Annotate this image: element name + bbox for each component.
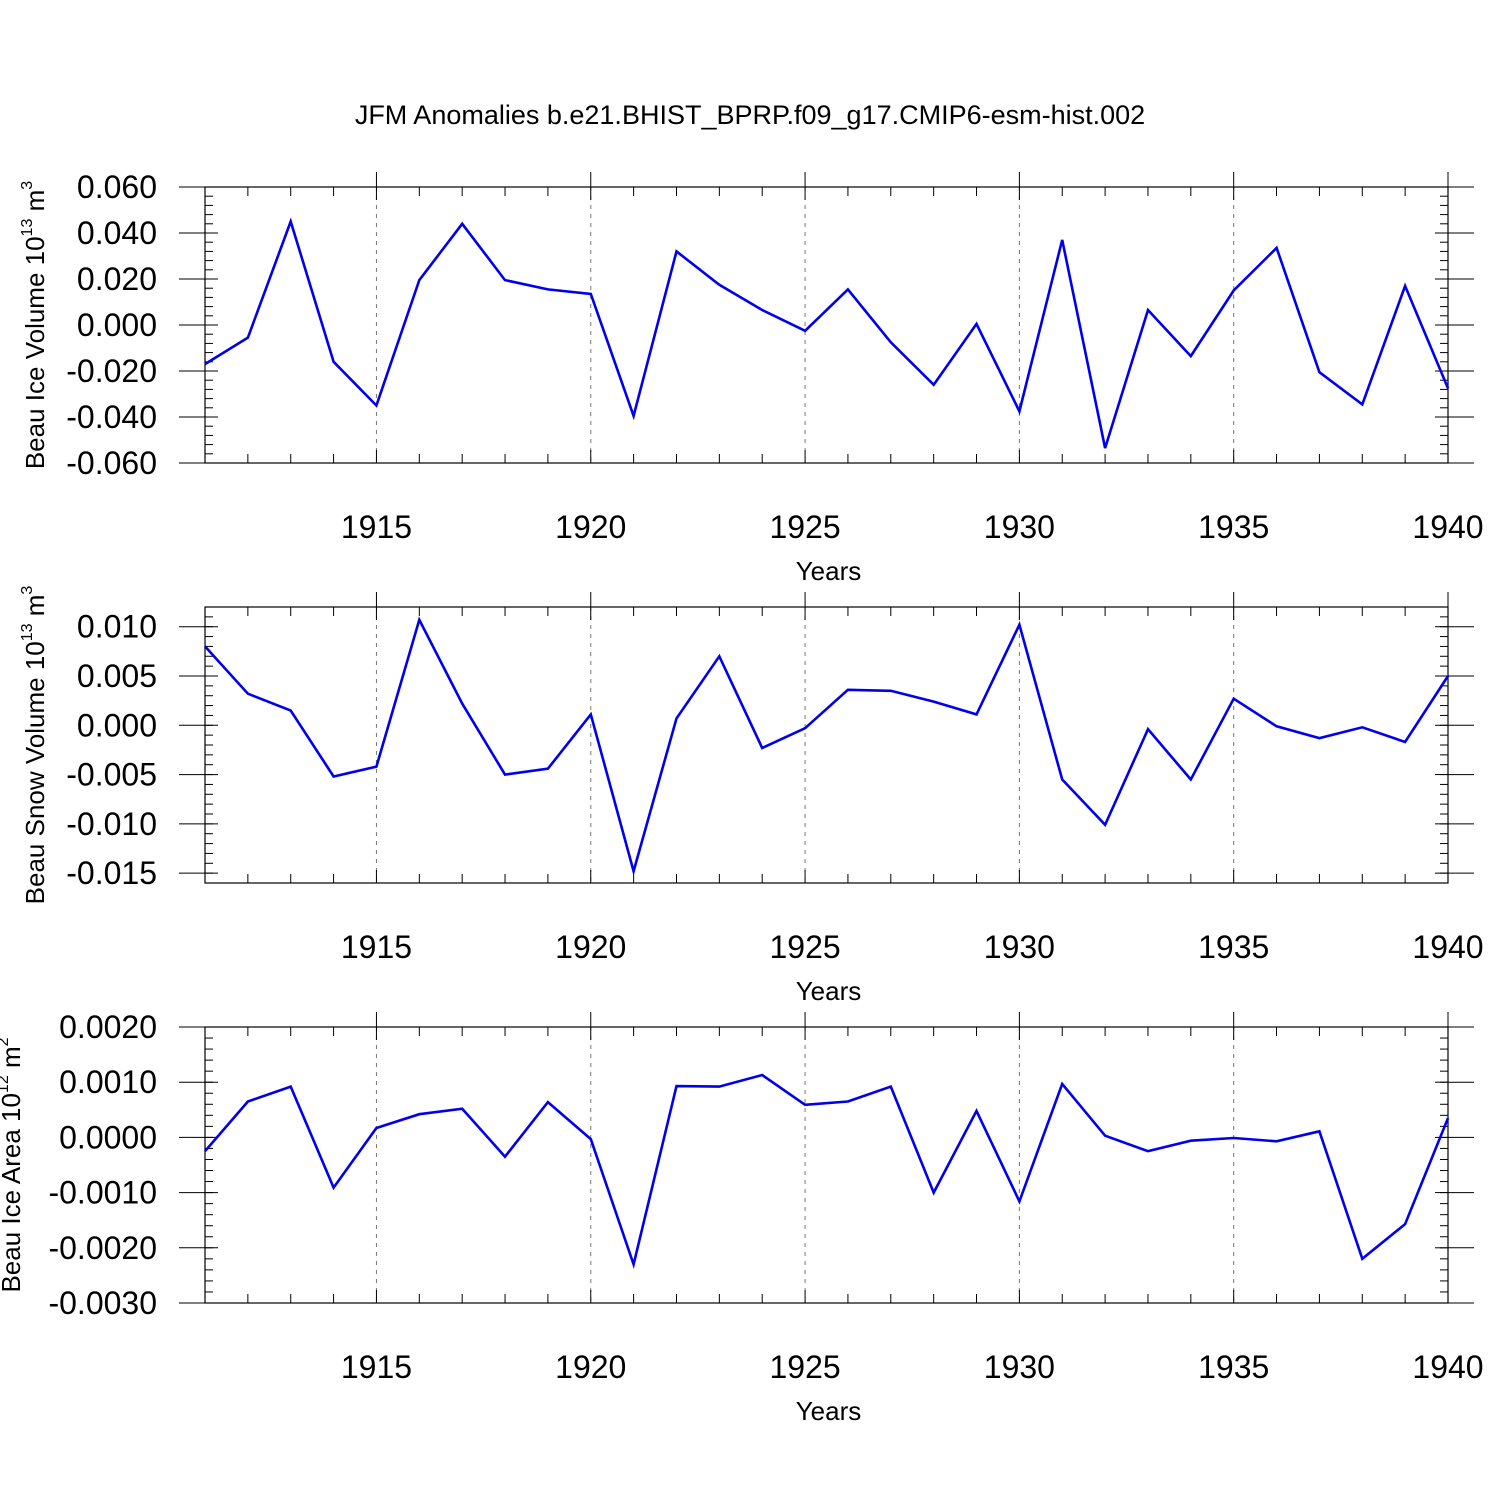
x-tick-label: 1935 bbox=[1198, 509, 1269, 545]
y-tick-label: 0.000 bbox=[77, 307, 157, 343]
x-tick-label: 1935 bbox=[1198, 929, 1269, 965]
y-tick-label: 0.005 bbox=[77, 658, 157, 694]
y-tick-label: -0.020 bbox=[66, 353, 157, 389]
x-tick-label: 1920 bbox=[555, 1349, 626, 1385]
series-line bbox=[204, 1073, 1450, 1270]
x-tick-label: 1935 bbox=[1198, 1349, 1269, 1385]
y-tick-label: -0.015 bbox=[66, 855, 157, 891]
x-tick-label: 1920 bbox=[555, 929, 626, 965]
x-tick-label: 1915 bbox=[341, 509, 412, 545]
y-tick-label: 0.040 bbox=[77, 215, 157, 251]
y-axis-title: Beau Ice Area 1012 m2 bbox=[0, 1037, 26, 1292]
y-tick-label: -0.0010 bbox=[48, 1175, 157, 1211]
series-line bbox=[204, 217, 1450, 449]
y-tick-label: 0.0020 bbox=[59, 1009, 157, 1045]
y-tick-label: 0.060 bbox=[77, 169, 157, 205]
y-tick-label: -0.040 bbox=[66, 399, 157, 435]
y-tick-label: -0.060 bbox=[66, 445, 157, 481]
plot-frame bbox=[204, 1026, 1449, 1304]
y-tick-label: 0.020 bbox=[77, 261, 157, 297]
y-axis-title: Beau Snow Volume 1013 m3 bbox=[19, 586, 50, 905]
y-axis-title: Beau Ice Volume 1013 m3 bbox=[19, 181, 50, 469]
y-tick-label: -0.0020 bbox=[48, 1230, 157, 1266]
y-tick-label: 0.0000 bbox=[59, 1119, 157, 1155]
x-tick-label: 1940 bbox=[1412, 509, 1483, 545]
x-tick-label: 1940 bbox=[1412, 929, 1483, 965]
x-tick-label: 1925 bbox=[769, 509, 840, 545]
x-axis-title: Years bbox=[796, 556, 862, 586]
y-tick-label: 0.000 bbox=[77, 707, 157, 743]
x-tick-label: 1930 bbox=[984, 509, 1055, 545]
plot-frame bbox=[204, 186, 1449, 464]
x-tick-label: 1925 bbox=[769, 929, 840, 965]
figure-title: JFM Anomalies b.e21.BHIST_BPRP.f09_g17.C… bbox=[355, 100, 1145, 130]
y-tick-label: -0.010 bbox=[66, 806, 157, 842]
x-tick-label: 1920 bbox=[555, 509, 626, 545]
panel-3: 1915 1920 1925 1930 1935 1940 -0.0030 -0.0020 -0… bbox=[0, 1009, 1484, 1426]
y-tick-label: -0.0030 bbox=[48, 1285, 157, 1321]
panel-1: 1915 1920 1925 1930 1935 1940 -0.060 -0.040 -0.0… bbox=[19, 169, 1484, 586]
panel-2: 1915 1920 1925 1930 1935 1940 -0.015 -0.010 -0.0… bbox=[19, 586, 1484, 1006]
x-tick-label: 1930 bbox=[984, 929, 1055, 965]
x-tick-label: 1925 bbox=[769, 1349, 840, 1385]
series-line bbox=[204, 616, 1450, 877]
y-tick-label: 0.010 bbox=[77, 609, 157, 645]
plot-frame bbox=[204, 606, 1449, 884]
x-tick-label: 1930 bbox=[984, 1349, 1055, 1385]
x-tick-label: 1915 bbox=[341, 1349, 412, 1385]
x-axis-title: Years bbox=[796, 1396, 862, 1426]
x-axis-title: Years bbox=[796, 976, 862, 1006]
x-tick-label: 1915 bbox=[341, 929, 412, 965]
y-tick-label: -0.005 bbox=[66, 757, 157, 793]
x-tick-label: 1940 bbox=[1412, 1349, 1483, 1385]
y-tick-label: 0.0010 bbox=[59, 1064, 157, 1100]
